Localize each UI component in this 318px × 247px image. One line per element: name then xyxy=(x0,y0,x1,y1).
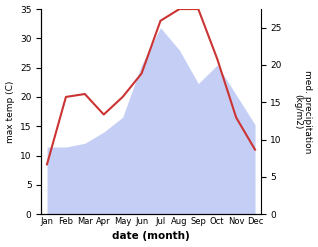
X-axis label: date (month): date (month) xyxy=(112,231,190,242)
Y-axis label: med. precipitation
(kg/m2): med. precipitation (kg/m2) xyxy=(293,70,313,153)
Y-axis label: max temp (C): max temp (C) xyxy=(5,80,15,143)
